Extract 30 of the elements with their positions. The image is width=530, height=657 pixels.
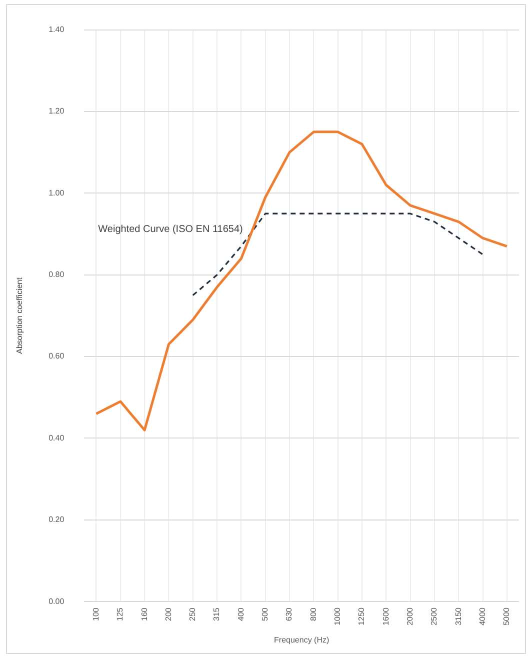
x-tick-label: 800	[308, 607, 318, 621]
x-tick-label: 125	[116, 607, 125, 621]
x-tick-label: 1250	[357, 607, 366, 626]
y-tick-label: 0.00	[48, 596, 65, 606]
x-tick-label: 315	[212, 607, 222, 621]
x-tick-label: 4000	[478, 607, 487, 626]
x-tick-label: 500	[260, 607, 270, 621]
x-tick-label: 2500	[430, 607, 439, 626]
y-tick-label: 1.40	[48, 25, 65, 34]
series-label: Weighted Curve (ISO EN 11654)	[98, 224, 243, 236]
line-series	[192, 212, 484, 296]
y-tick-label: 0.40	[48, 433, 65, 442]
y-tick-label: 0.60	[48, 352, 65, 361]
y-axis-title: Absorption coefficient	[15, 276, 24, 354]
x-tick-label: 3150	[454, 607, 463, 626]
y-tick-label: 0.20	[48, 515, 65, 524]
x-tick-label: 1000	[333, 607, 342, 626]
x-tick-label: 400	[236, 607, 246, 621]
x-tick-label: 100	[91, 607, 100, 621]
x-tick-label: 5000	[502, 607, 512, 626]
y-tick-label: 1.20	[48, 106, 65, 116]
x-axis-title: Frequency (Hz)	[274, 635, 330, 644]
x-tick-label: 1600	[381, 607, 390, 626]
y-tick-label: 1.00	[48, 188, 65, 198]
y-tick-label: 0.80	[48, 270, 65, 280]
x-tick-label: 160	[140, 607, 149, 621]
x-tick-label: 2000	[405, 607, 414, 626]
x-tick-label: 200	[164, 607, 173, 621]
x-tick-label: 250	[188, 607, 198, 621]
x-tick-label: 630	[284, 607, 294, 621]
